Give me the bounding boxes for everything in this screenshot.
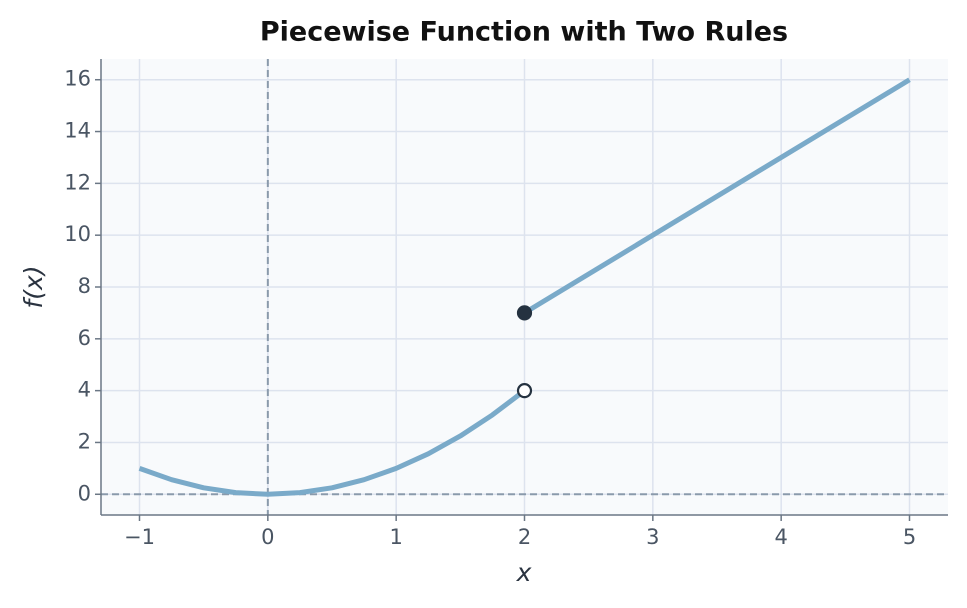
x-tick-label: 5 xyxy=(903,525,916,549)
y-tick-label: 10 xyxy=(64,222,91,246)
x-tick-label: 3 xyxy=(646,525,659,549)
y-tick-label: 14 xyxy=(64,119,91,143)
y-tick-label: 2 xyxy=(78,429,91,453)
x-axis-label: x xyxy=(516,558,532,587)
y-tick-label: 4 xyxy=(78,378,91,402)
series-line xyxy=(523,77,911,316)
x-tick-label: 0 xyxy=(261,525,274,549)
x-tick-label: 2 xyxy=(518,525,531,549)
y-tick-label: 16 xyxy=(64,67,91,91)
y-tick-label: 12 xyxy=(64,170,91,194)
x-tick-label: −1 xyxy=(124,525,155,549)
y-tick-label: 0 xyxy=(78,481,91,505)
y-axis-label: f(x) xyxy=(19,265,48,308)
chart-title: Piecewise Function with Two Rules xyxy=(260,17,788,48)
open-point xyxy=(516,383,533,399)
closed-point xyxy=(516,305,533,321)
y-tick-label: 6 xyxy=(78,326,91,350)
x-tick-label: 4 xyxy=(774,525,787,549)
y-tick-label: 8 xyxy=(78,274,91,298)
x-tick-label: 1 xyxy=(389,525,402,549)
series-line xyxy=(138,388,527,497)
